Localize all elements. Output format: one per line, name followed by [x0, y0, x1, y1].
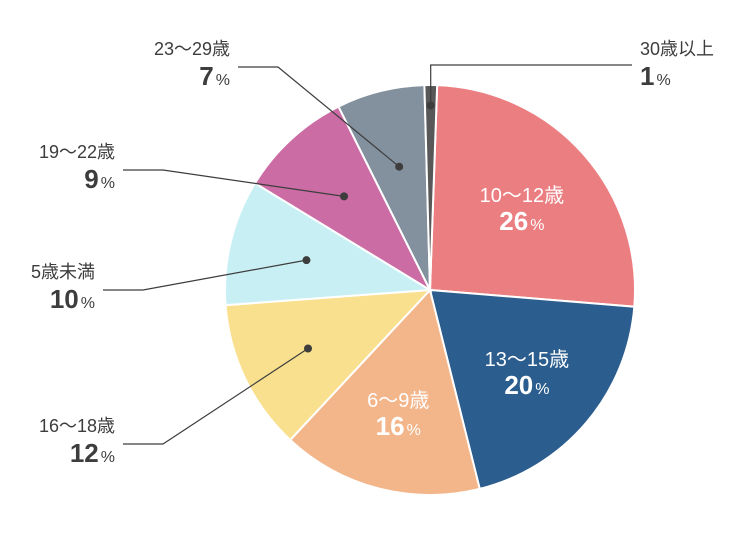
age-distribution-pie-chart: 16〜18歳12%5歳未満10%19〜22歳9%23〜29歳7%30歳以上1%1… [0, 0, 740, 557]
external-label-group: 19〜22歳9% [39, 142, 115, 194]
external-label-group: 5歳未満10% [31, 262, 95, 314]
external-label-group: 16〜18歳12% [39, 416, 115, 468]
external-label-group: 23〜29歳7% [154, 39, 230, 91]
external-label-group: 30歳以上1% [640, 39, 714, 91]
pie-slices [225, 85, 635, 495]
